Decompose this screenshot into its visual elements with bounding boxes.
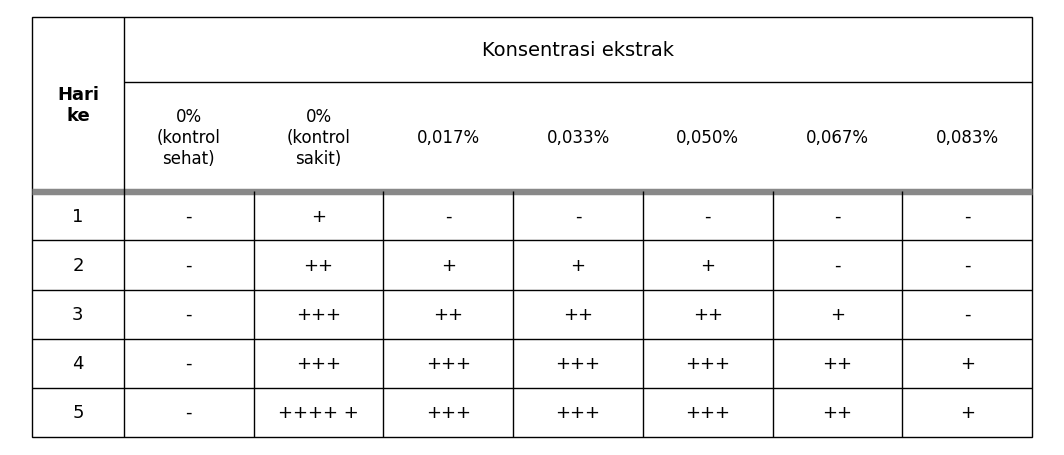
Text: 1: 1: [72, 207, 84, 225]
Text: 3: 3: [72, 305, 84, 324]
Text: +: +: [700, 257, 715, 274]
Text: -: -: [185, 403, 193, 421]
Text: ++++ +: ++++ +: [278, 403, 359, 421]
Text: 5: 5: [72, 403, 84, 421]
Text: 0%
(kontrol
sakit): 0% (kontrol sakit): [286, 108, 350, 167]
Text: +++: +++: [685, 403, 730, 421]
Text: -: -: [964, 305, 970, 324]
Text: -: -: [964, 257, 970, 274]
Text: 0%
(kontrol
sehat): 0% (kontrol sehat): [156, 108, 220, 167]
Text: ++: ++: [303, 257, 333, 274]
Text: 0,033%: 0,033%: [547, 128, 610, 147]
Text: ++: ++: [693, 305, 722, 324]
Text: ++: ++: [822, 403, 852, 421]
Text: -: -: [575, 207, 581, 225]
Text: -: -: [185, 257, 193, 274]
Text: ++: ++: [563, 305, 593, 324]
Text: 2: 2: [72, 257, 84, 274]
Text: +: +: [570, 257, 585, 274]
Text: ++: ++: [822, 354, 852, 372]
Text: -: -: [704, 207, 711, 225]
Text: +: +: [311, 207, 326, 225]
Text: -: -: [185, 207, 193, 225]
Text: -: -: [834, 257, 841, 274]
Text: +++: +++: [555, 354, 600, 372]
Text: -: -: [185, 354, 193, 372]
Text: +: +: [960, 354, 975, 372]
Text: 0,017%: 0,017%: [417, 128, 480, 147]
Text: +: +: [440, 257, 455, 274]
Text: +: +: [830, 305, 845, 324]
Text: -: -: [185, 305, 193, 324]
Text: -: -: [964, 207, 970, 225]
Text: +++: +++: [296, 305, 342, 324]
Text: -: -: [834, 207, 841, 225]
Text: +++: +++: [685, 354, 730, 372]
Text: Hari
ke: Hari ke: [57, 86, 99, 124]
Text: +++: +++: [426, 403, 470, 421]
Text: 0,067%: 0,067%: [805, 128, 869, 147]
Text: ++: ++: [433, 305, 463, 324]
Text: -: -: [445, 207, 451, 225]
Text: 4: 4: [72, 354, 84, 372]
Text: +++: +++: [296, 354, 342, 372]
Text: 0,050%: 0,050%: [677, 128, 739, 147]
Text: 0,083%: 0,083%: [935, 128, 999, 147]
Text: Konsentrasi ekstrak: Konsentrasi ekstrak: [482, 41, 674, 60]
Text: +++: +++: [426, 354, 470, 372]
Text: +++: +++: [555, 403, 600, 421]
Text: +: +: [960, 403, 975, 421]
